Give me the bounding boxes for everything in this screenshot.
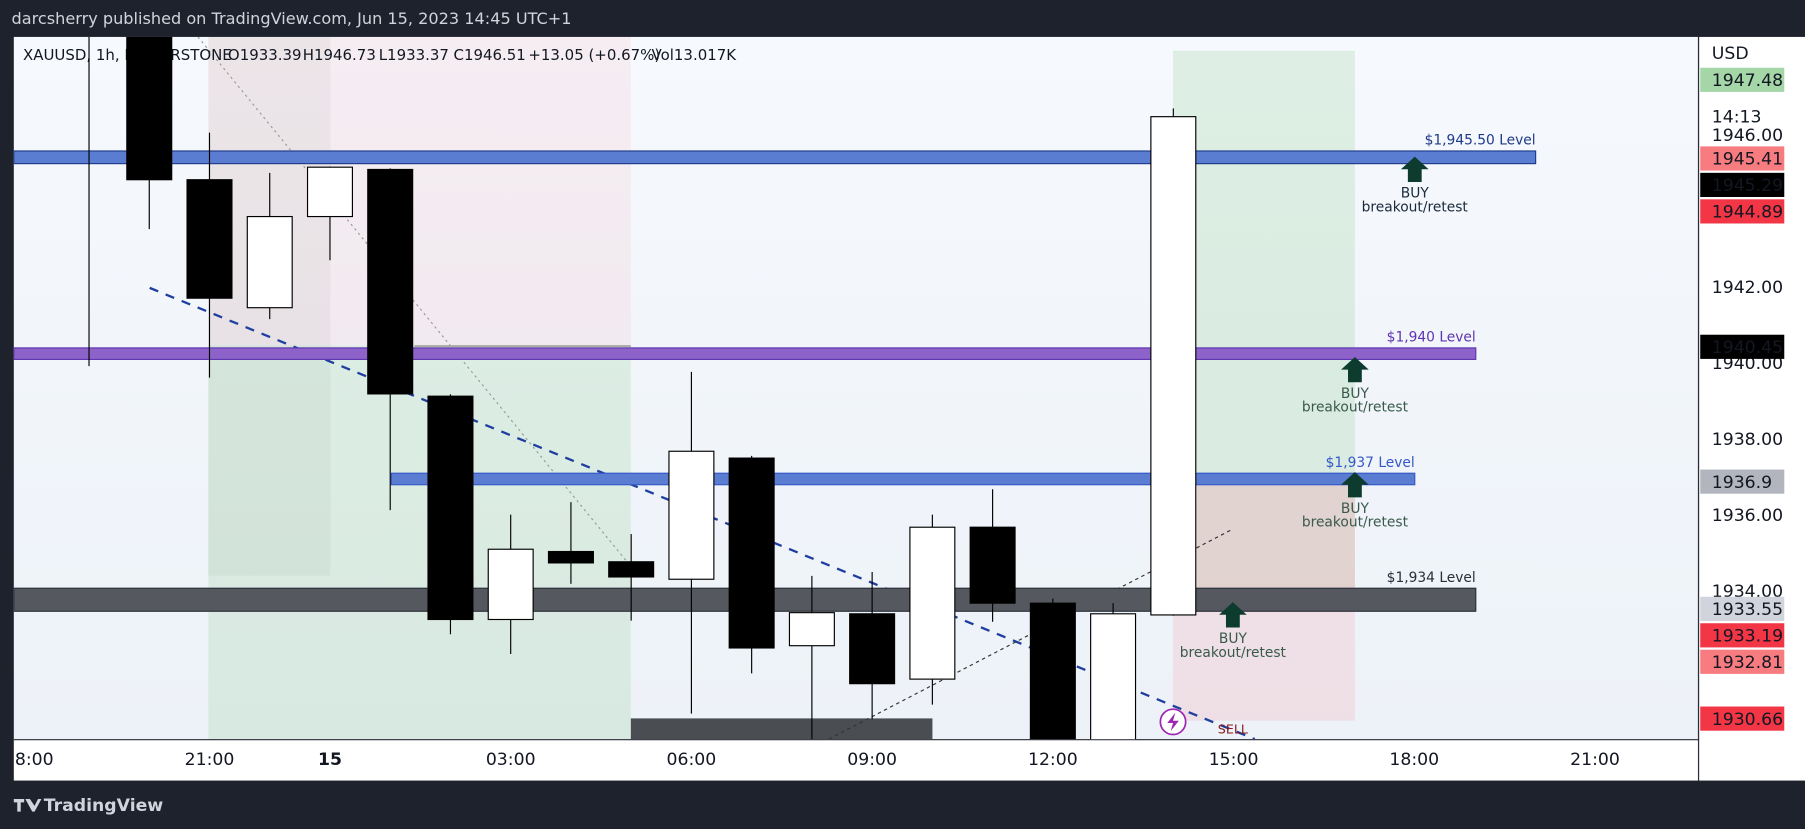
candle-body xyxy=(969,526,1016,604)
price-tag xyxy=(1700,146,1785,171)
y-tick-label: 1946.00 xyxy=(1712,126,1783,146)
currency: USD xyxy=(1712,44,1749,64)
signal-note: breakout/retest xyxy=(1302,400,1409,416)
price-tag-label: 1932.81 xyxy=(1712,653,1783,673)
buy-arrow xyxy=(1219,602,1247,628)
profit-zone xyxy=(1173,50,1355,484)
candle-body xyxy=(126,36,173,181)
candle-body xyxy=(1150,116,1197,616)
level-label: $1,940 Level xyxy=(1387,330,1476,346)
countdown: 14:13 xyxy=(1712,108,1762,128)
time-axis xyxy=(13,739,1700,781)
y-tick-label: 1938.00 xyxy=(1712,430,1783,450)
brand: TradingView xyxy=(44,796,164,816)
candle-body xyxy=(849,613,896,685)
price-tag xyxy=(1700,706,1785,731)
candle-body xyxy=(668,450,715,580)
levels: $1,945.50 Level $1,940 Level $1,937 Level $… xyxy=(13,133,1537,612)
price-tag xyxy=(1700,67,1785,92)
target-zone xyxy=(208,345,631,740)
level-band xyxy=(630,718,933,740)
y-tick-label: 1934.00 xyxy=(1712,582,1783,602)
trend-line xyxy=(149,286,1256,740)
ohlc-value: O1933.39 xyxy=(228,46,302,64)
candle-body xyxy=(487,548,534,621)
candle-body xyxy=(608,561,655,578)
signal-label: BUY xyxy=(1219,631,1248,647)
y-tick-label: 1936.00 xyxy=(1712,506,1783,526)
y-tick-label: 1940.00 xyxy=(1712,354,1783,374)
candle-body xyxy=(186,179,233,299)
buy-arrow xyxy=(1341,472,1369,498)
signal-label: BUY xyxy=(1341,501,1370,517)
level-label: $1,937 Level xyxy=(1326,455,1415,471)
candle-body xyxy=(728,457,775,649)
price-tag xyxy=(1700,469,1785,494)
x-tick-label: 21:00 xyxy=(185,750,235,770)
price-tag-label: 1945.41 xyxy=(1712,150,1783,170)
drawings: $1,945.50 Level $1,940 Level $1,937 Level $… xyxy=(13,36,1537,740)
candle-body xyxy=(427,395,474,621)
level-band xyxy=(13,347,1477,360)
candle-body xyxy=(1029,602,1076,740)
publisher: darcsherry published on TradingView.com,… xyxy=(12,9,572,28)
price-tag xyxy=(1700,596,1785,621)
ohlc-value: +13.05 (+0.67%) xyxy=(528,46,660,64)
price-tag xyxy=(1700,334,1785,359)
x-tick-label: 03:00 xyxy=(486,750,536,770)
x-tick-label: 21:00 xyxy=(1570,750,1620,770)
candle-body xyxy=(788,612,835,647)
candle-body xyxy=(367,168,414,395)
x-tick-label: 15 xyxy=(318,750,342,770)
x-axis: 18:00 21:00 15 03:00 06:00 09:00 12:00 15:00 18:… xyxy=(4,750,1620,770)
x-tick-label: 18:00 xyxy=(4,750,54,770)
alert-icon xyxy=(1167,712,1179,732)
signal-note: breakout/retest xyxy=(1302,515,1409,531)
x-tick-label: 06:00 xyxy=(667,750,717,770)
level-label: $1,934 Level xyxy=(1387,570,1476,586)
candle-body xyxy=(246,215,293,309)
ohlc-value: Vol13.017K xyxy=(652,46,738,64)
signal-label: BUY xyxy=(1341,386,1370,402)
x-tick-label: 18:00 xyxy=(1389,750,1439,770)
signal-note: breakout/retest xyxy=(1180,645,1287,661)
candles xyxy=(88,36,1197,740)
price-tag-label: 1930.66 xyxy=(1712,710,1783,730)
price-tag xyxy=(1700,199,1785,224)
x-tick-label: 12:00 xyxy=(1028,750,1078,770)
price-tag-label: 1945.29 xyxy=(1712,176,1783,196)
y-axis: USD 1934.00 1936.00 1938.00 1940.00 1942.00 1… xyxy=(1700,44,1785,731)
price-tag xyxy=(1700,623,1785,648)
level-band xyxy=(13,150,1537,165)
level-band xyxy=(390,472,1416,486)
price-tag xyxy=(1700,649,1785,674)
buy-arrow xyxy=(1341,356,1369,383)
logo xyxy=(13,798,42,812)
candle-body xyxy=(547,550,594,564)
candle-body xyxy=(909,526,956,680)
signal-note: breakout/retest xyxy=(1362,199,1469,215)
ohlc-value: L1933.37 xyxy=(379,46,449,64)
y-tick-label: 1942.00 xyxy=(1712,278,1783,298)
x-tick-label: 15:00 xyxy=(1209,750,1259,770)
ohlc-value: H1946.73 xyxy=(303,46,376,64)
price-tag xyxy=(1700,172,1785,198)
price-tag-label: 1936.9 xyxy=(1712,473,1772,493)
price-tag-label: 1944.89 xyxy=(1712,203,1783,223)
price-tag-label: 1940.45 xyxy=(1712,338,1783,358)
signal-label: BUY xyxy=(1401,185,1430,201)
price-tag-label: 1947.48 xyxy=(1712,71,1783,91)
sell-label: SELL xyxy=(1218,721,1248,736)
x-tick-label: 09:00 xyxy=(847,750,897,770)
price-tag-label: 1933.19 xyxy=(1712,626,1783,646)
candle-body xyxy=(1090,613,1137,740)
level-label: $1,945.50 Level xyxy=(1425,133,1536,149)
candle-body xyxy=(306,166,353,218)
ohlc-value: C1946.51 xyxy=(454,46,526,64)
price-tag-label: 1933.55 xyxy=(1712,600,1783,620)
